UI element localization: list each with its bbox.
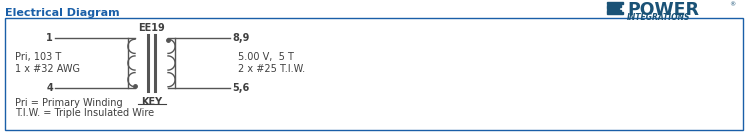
Text: KEY: KEY: [141, 97, 162, 107]
Text: 5.00 V,  5 T: 5.00 V, 5 T: [238, 52, 294, 62]
Text: INTEGRATIONS: INTEGRATIONS: [627, 13, 691, 22]
Text: ®: ®: [729, 2, 735, 7]
Text: Pri, 103 T: Pri, 103 T: [15, 52, 62, 62]
Text: Electrical Diagram: Electrical Diagram: [5, 8, 120, 18]
Text: 8,9: 8,9: [232, 33, 249, 43]
Bar: [607, 2, 623, 4]
Text: T.I.W. = Triple Insulated Wire: T.I.W. = Triple Insulated Wire: [15, 108, 154, 118]
Bar: [607, 9, 621, 12]
Text: 5,6: 5,6: [232, 83, 249, 93]
Bar: [607, 12, 623, 14]
Text: POWER: POWER: [627, 1, 699, 19]
Text: 2 x #25 T.I.W.: 2 x #25 T.I.W.: [238, 64, 305, 74]
Text: Pri = Primary Winding: Pri = Primary Winding: [15, 98, 123, 108]
Bar: [607, 5, 621, 7]
Text: EE19: EE19: [138, 23, 165, 33]
Text: 4: 4: [46, 83, 53, 93]
Text: 1: 1: [46, 33, 53, 43]
Bar: [607, 7, 619, 9]
Text: 1 x #32 AWG: 1 x #32 AWG: [15, 64, 80, 74]
